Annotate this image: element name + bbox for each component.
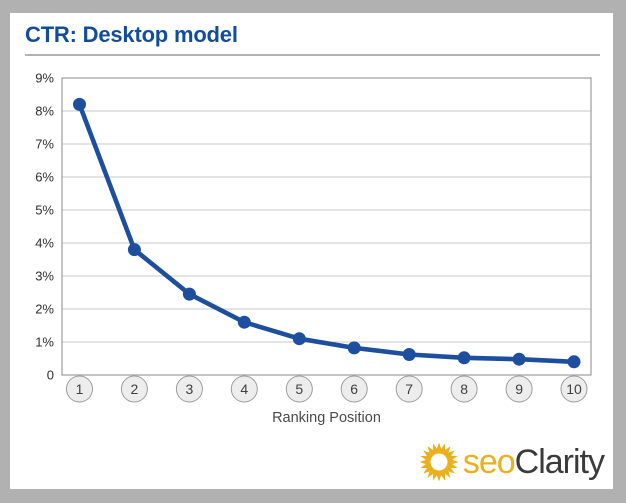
x-tick-circle [395,375,423,403]
x-tick-label: 5 [295,381,303,397]
data-point [512,352,526,366]
data-point [73,97,86,111]
page-title: CTR: Desktop model [25,22,238,47]
x-tick-label: 6 [350,381,358,397]
data-point [347,341,361,355]
data-point [402,348,416,361]
y-tick-label: 9% [35,71,54,86]
y-tick-label: 1% [35,335,54,350]
data-point [237,315,251,329]
data-point [567,355,581,369]
x-tick-circle [340,375,368,403]
x-tick-label: 10 [566,381,582,397]
x-tick-label: 1 [76,381,84,397]
x-tick-circle [560,375,588,403]
y-tick-label: 3% [35,269,54,284]
x-tick-label: 9 [515,381,523,397]
x-tick-circle [505,375,533,403]
y-tick-label: 2% [35,302,54,317]
x-tick-circle [230,375,258,403]
x-tick-circle [175,375,203,403]
seoclarity-sun-icon [419,442,459,482]
x-tick-circle [120,375,148,403]
seoclarity-logo: seoClarity [419,442,605,482]
y-tick-label: 5% [35,203,54,218]
plot-border [61,77,592,376]
y-tick-label: 8% [35,104,54,119]
y-tick-label: 4% [35,236,54,251]
x-tick-label: 8 [460,381,468,397]
data-point [127,243,141,257]
x-tick-circle [285,375,313,403]
data-point [457,351,471,365]
title-divider [25,54,600,56]
chart-card: CTR: Desktop model 0 1% 2% 3% 4% 5% 6% 7% 8% 9% 1 2… [10,13,613,489]
x-tick-label: 2 [131,381,139,397]
y-tick-label: 6% [35,170,54,185]
data-point [292,332,306,346]
x-tick-label: 4 [240,381,248,397]
x-tick-label: 3 [186,381,194,397]
logo-text-clarity: Clarity [514,443,605,481]
logo-text-seo: seo [462,443,516,481]
logo-wordmark: seoClarity [462,443,605,481]
x-tick-label: 7 [405,381,413,397]
data-point [182,287,196,301]
sun-center-hole [430,453,448,471]
x-tick-circle [450,375,478,403]
x-tick-circle [66,375,93,403]
ctr-series-line [77,102,577,365]
ctr-line-chart: 0 1% 2% 3% 4% 5% 6% 7% 8% 9% 1 2 3 4 5 6 7 8 9 10 [35,71,592,403]
y-tick-label: 0 [47,368,54,383]
x-axis-title: Ranking Position [272,410,381,426]
y-tick-label: 7% [35,137,54,152]
